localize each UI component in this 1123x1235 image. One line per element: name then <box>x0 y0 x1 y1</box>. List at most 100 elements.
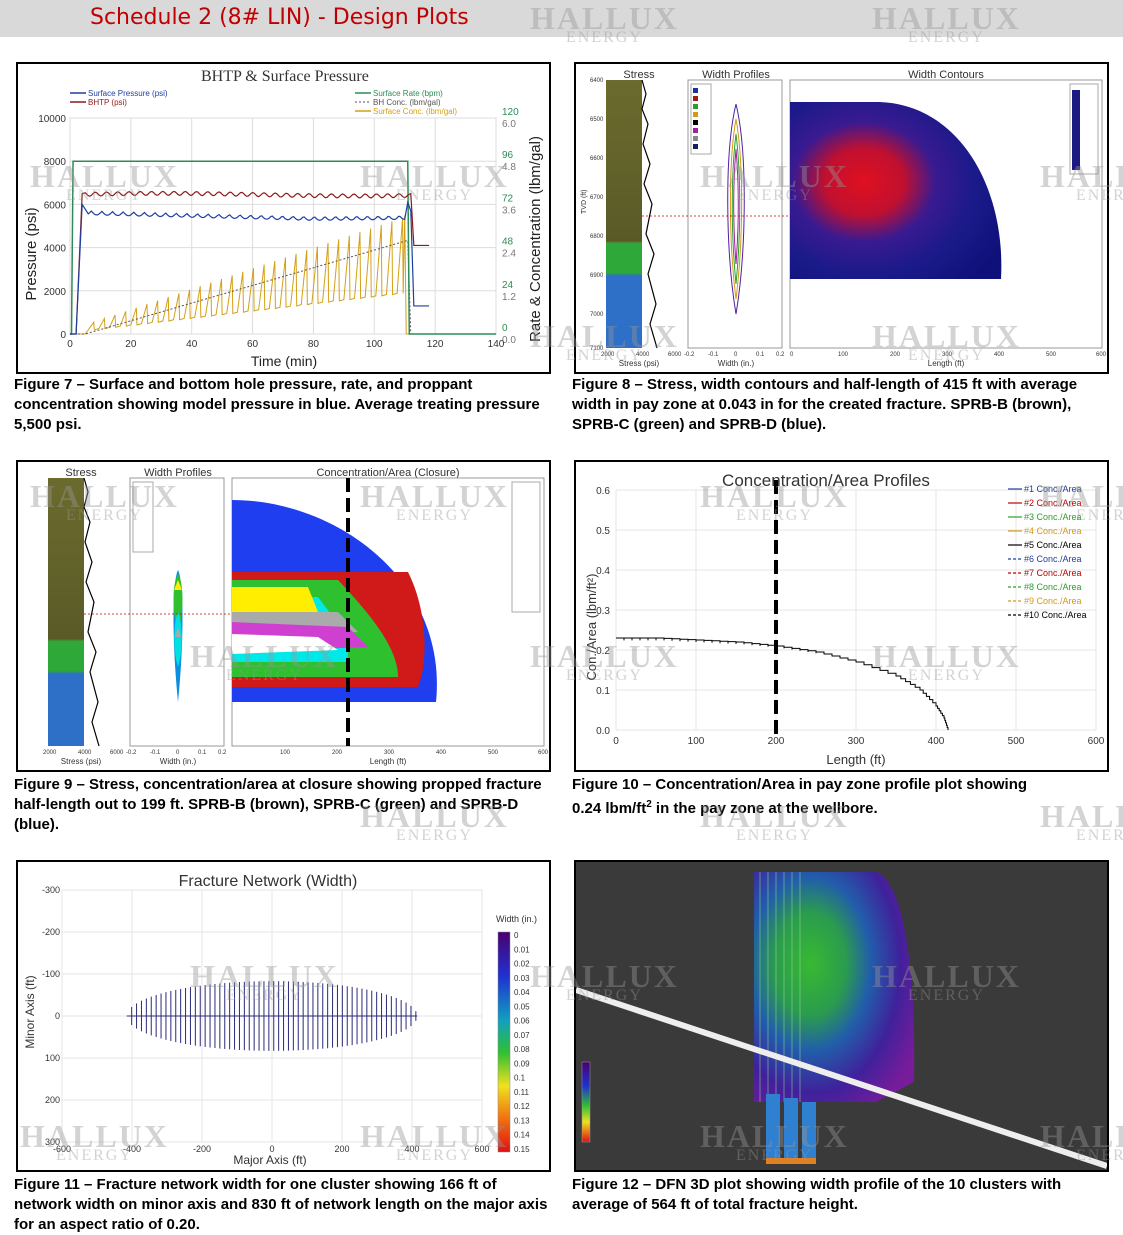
svg-text:4000: 4000 <box>636 352 650 358</box>
fig11-ytick: 0 <box>55 1011 60 1021</box>
fig10-xtick: 300 <box>848 736 865 747</box>
fig9-conc-legend <box>511 481 541 613</box>
fig8-tvd-label: TVD (ft) <box>581 190 588 215</box>
fig7-xlabel: Time (min) <box>251 353 317 369</box>
fig11-ytick: 200 <box>45 1095 60 1105</box>
fig7-y2tick-rate: 72 <box>502 193 514 204</box>
fig8-contour-legend-bar <box>1072 90 1080 170</box>
fig9-width-title: Width Profiles <box>144 467 212 479</box>
fig11-xtick: 400 <box>404 1144 419 1154</box>
fig11-colorbar-tick: 0.07 <box>514 1031 530 1040</box>
fig10-legend-item: #1 Conc./Area <box>1024 484 1082 494</box>
fig11-colorbar-tick: 0.11 <box>514 1088 530 1097</box>
figure-10-panel: Concentration/Area Profiles 0.0 0.1 0.2 0.3… <box>574 460 1109 772</box>
page-title: Schedule 2 (8# LIN) - Design Plots <box>90 5 469 30</box>
figure-8-panel: Stress Width Profiles Width Contours TVD… <box>574 62 1109 374</box>
fig11-ylabel: Minor Axis (ft) <box>23 975 37 1048</box>
fig7-series-surface-pressure <box>70 199 430 335</box>
fig8-chart: Stress Width Profiles Width Contours TVD… <box>581 69 1107 368</box>
fig7-xtick: 0 <box>67 339 73 350</box>
svg-text:300: 300 <box>384 750 395 756</box>
fig11-colorbar-title: Width (in.) <box>496 914 537 924</box>
fig7-y2tick-conc: 2.4 <box>502 249 516 260</box>
fig11-colorbar-tick: 0.14 <box>514 1131 530 1140</box>
fig7-xtick: 40 <box>186 339 198 350</box>
fig11-colorbar-tick: 0.08 <box>514 1045 530 1054</box>
fig10-ytick: 0.2 <box>596 646 610 657</box>
fig8-stress-trace <box>641 79 658 349</box>
fig10-ytick: 0.4 <box>596 566 610 577</box>
fig7-y2tick-conc: 4.8 <box>502 162 516 173</box>
fig7-plot-area: 000.02000241.24000482.46000723.68000964.… <box>38 107 519 350</box>
fig11-colorbar-tick: 0.1 <box>514 1074 526 1083</box>
figure-11-caption: Figure 11 – Fracture network width for o… <box>14 1176 548 1233</box>
fig7-ytick: 0 <box>60 330 66 341</box>
svg-text:-0.2: -0.2 <box>684 352 695 358</box>
svg-text:6400: 6400 <box>590 78 604 84</box>
svg-text:300: 300 <box>942 352 953 358</box>
fig9-conc-title: Concentration/Area (Closure) <box>316 467 459 479</box>
fig11-colorbar-tick: 0.15 <box>514 1145 530 1154</box>
fig9-stress-column <box>48 478 84 746</box>
svg-text:0.2: 0.2 <box>776 352 785 358</box>
fig7-ytick: 4000 <box>44 244 67 255</box>
fig8-stress-column <box>606 80 642 348</box>
svg-text:0: 0 <box>176 750 180 756</box>
fig9-conc-fill <box>232 500 437 702</box>
fig10-ytick: 0.6 <box>596 486 610 497</box>
fig7-y2tick-rate: 120 <box>502 107 519 118</box>
figure-9-caption: Figure 9 – Stress, concentration/area at… <box>14 776 542 833</box>
svg-text:2000: 2000 <box>601 352 615 358</box>
fig10-xlabel: Length (ft) <box>826 752 885 767</box>
fig10-legend-item: #6 Conc./Area <box>1024 554 1082 564</box>
svg-text:6800: 6800 <box>590 234 604 240</box>
figure-9-panel: Stress Width Profiles Concentration/Area… <box>16 460 551 772</box>
fig10-xtick: 200 <box>768 736 785 747</box>
fig7-legend-3: Surface Rate (bpm) <box>373 89 443 98</box>
svg-text:7000: 7000 <box>590 312 604 318</box>
fig7-legend: Surface Pressure (psi) BHTP (psi) Surfac… <box>70 89 457 116</box>
fig11-colorbar-tick: 0.13 <box>514 1116 530 1125</box>
fig7-xtick: 20 <box>125 339 137 350</box>
fig11-xlabel: Major Axis (ft) <box>233 1153 306 1167</box>
fig7-ytick: 10000 <box>38 114 66 125</box>
svg-text:400: 400 <box>436 750 447 756</box>
fig7-y2tick-rate: 24 <box>502 280 514 291</box>
fig7-title: BHTP & Surface Pressure <box>201 68 369 85</box>
fig11-xtick: -200 <box>193 1144 211 1154</box>
svg-text:200: 200 <box>332 750 343 756</box>
svg-text:600: 600 <box>538 750 549 756</box>
fig10-legend-item: #4 Conc./Area <box>1024 526 1082 536</box>
fig11-title: Fracture Network (Width) <box>179 873 358 890</box>
fig11-ytick: -100 <box>42 969 60 979</box>
fig9-x-ticks: 2000 4000 6000 -0.2 -0.1 0 0.1 0.2 100 200 300 … <box>43 750 549 756</box>
fig8-tvd-ticks: 6400 6500 6600 6700 6800 6900 7000 7100 <box>590 78 604 352</box>
fig10-ytick: 0.0 <box>596 726 610 737</box>
fig7-xtick: 60 <box>247 339 259 350</box>
fig8-width-profiles <box>727 103 745 315</box>
fig7-y2label: Rate & Concentration (lbm/gal) <box>527 136 544 342</box>
svg-text:6900: 6900 <box>590 273 604 279</box>
fig8-x-ticks: 2000 4000 6000 -0.2 -0.1 0 0.1 0.2 0 100 200 300… <box>601 352 1107 358</box>
fig8-width-legend <box>690 83 712 155</box>
fig7-y2tick-rate: 96 <box>502 150 514 161</box>
fig12-fracture-body <box>754 872 915 1102</box>
svg-text:6600: 6600 <box>590 156 604 162</box>
svg-text:0: 0 <box>790 352 794 358</box>
figure-7-panel: BHTP & Surface Pressure Surface Pressure… <box>16 62 551 374</box>
fig11-chart: Fracture Network (Width) -300 -200 -100 0 10… <box>23 873 537 1167</box>
svg-text:0.2: 0.2 <box>218 750 227 756</box>
fig8-width-xlabel: Width (in.) <box>718 359 755 368</box>
fig7-ytick: 6000 <box>44 200 67 211</box>
fig7-xtick: 120 <box>427 339 444 350</box>
fig10-caption-a: Figure 10 – Concentration/Area in pay zo… <box>572 776 1028 793</box>
fig7-y2tick-rate: 48 <box>502 237 514 248</box>
svg-text:6500: 6500 <box>590 117 604 123</box>
fig8-contour-title: Width Contours <box>908 69 984 81</box>
fig11-colorbar-tick: 0.05 <box>514 1002 530 1011</box>
fig10-xtick: 0 <box>613 736 619 747</box>
figure-7-caption: Figure 7 – Surface and bottom hole press… <box>14 376 540 433</box>
svg-text:-0.1: -0.1 <box>708 352 719 358</box>
svg-text:6700: 6700 <box>590 195 604 201</box>
fig7-y2tick-conc: 6.0 <box>502 119 516 130</box>
